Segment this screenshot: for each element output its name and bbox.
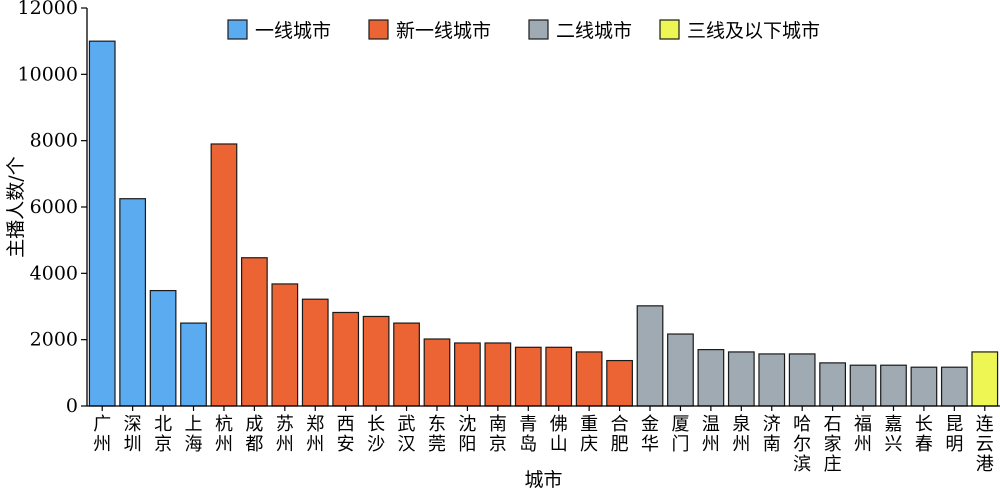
x-tick-label: 石家庄 xyxy=(824,414,842,475)
bar-石家庄 xyxy=(819,362,846,407)
y-tick-label: 8000 xyxy=(30,130,78,152)
x-tick-label: 西安 xyxy=(337,414,355,455)
x-tick-label: 泉州 xyxy=(732,414,750,455)
bar-连云港 xyxy=(971,351,999,407)
x-tick-label: 连云港 xyxy=(976,414,994,475)
bar-沈阳 xyxy=(454,342,481,407)
bar-温州 xyxy=(697,349,725,407)
x-tick-label: 青岛 xyxy=(519,414,537,455)
x-tick-label: 福州 xyxy=(854,414,872,455)
x-tick-label: 长春 xyxy=(915,414,933,455)
bar-成都 xyxy=(241,257,268,407)
legend-label: 新一线城市 xyxy=(396,20,491,42)
bars xyxy=(88,40,999,407)
legend-swatch xyxy=(528,19,549,40)
x-tick-label: 哈尔滨 xyxy=(793,414,811,475)
x-tick-label: 长沙 xyxy=(367,414,385,455)
bar-上海 xyxy=(180,322,207,407)
legend-label: 一线城市 xyxy=(255,20,331,42)
y-tick-label: 4000 xyxy=(30,262,78,284)
bar-郑州 xyxy=(301,298,329,407)
bar-杭州 xyxy=(210,143,238,407)
x-tick-label: 重庆 xyxy=(580,414,598,455)
bar-重庆 xyxy=(575,351,603,407)
bar-合肥 xyxy=(606,359,633,407)
bar-青岛 xyxy=(514,346,542,407)
legend-swatch xyxy=(368,19,389,40)
x-tick-label: 金华 xyxy=(641,414,659,455)
bar-金华 xyxy=(636,305,664,407)
x-tick-label: 沈阳 xyxy=(458,414,476,455)
x-tick-label: 佛山 xyxy=(550,414,568,455)
y-tick-label: 6000 xyxy=(30,196,78,218)
bar-南京 xyxy=(484,342,512,407)
x-tick-label: 武汉 xyxy=(398,414,416,455)
bar-福州 xyxy=(849,364,877,407)
bar-西安 xyxy=(332,311,360,407)
legend-swatch xyxy=(227,19,248,40)
x-tick-label: 嘉兴 xyxy=(884,414,902,455)
y-tick-label: 12000 xyxy=(18,0,78,19)
bar-长沙 xyxy=(362,315,390,407)
x-tick-label: 苏州 xyxy=(276,414,294,455)
x-tick-label: 北京 xyxy=(154,414,172,455)
x-tick-label: 成都 xyxy=(245,414,263,455)
bar-泉州 xyxy=(727,351,755,407)
x-tick-label: 济南 xyxy=(763,414,781,455)
legend-swatch xyxy=(659,19,680,40)
x-tick-label: 深圳 xyxy=(124,414,142,455)
y-tick-label: 2000 xyxy=(30,329,78,351)
y-axis-title: 主播人数/个 xyxy=(5,156,27,257)
x-tick-label: 上海 xyxy=(185,414,203,455)
x-tick-label: 杭州 xyxy=(215,414,233,455)
bar-深圳 xyxy=(119,198,147,407)
x-tick-label: 广州 xyxy=(93,414,111,455)
legend: 一线城市 新一线城市 二线城市 三线及以下城市 xyxy=(227,19,820,42)
bar-佛山 xyxy=(545,346,573,407)
x-tick-label: 温州 xyxy=(702,414,720,455)
y-tick-label: 0 xyxy=(66,395,78,417)
bar-嘉兴 xyxy=(880,364,907,407)
x-tick-label: 郑州 xyxy=(306,414,324,455)
bar-厦门 xyxy=(667,333,694,407)
x-tick-label: 合肥 xyxy=(611,414,629,455)
bar-北京 xyxy=(149,289,177,407)
legend-label: 二线城市 xyxy=(556,20,632,42)
y-tick-label: 10000 xyxy=(18,63,78,85)
x-tick-label: 南京 xyxy=(489,414,507,455)
bar-武汉 xyxy=(393,322,420,407)
legend-label: 三线及以下城市 xyxy=(687,20,820,42)
bar-昆明 xyxy=(940,366,968,407)
bar-东莞 xyxy=(423,338,451,407)
x-tick-label: 厦门 xyxy=(671,414,689,455)
bar-广州 xyxy=(88,40,116,407)
x-tick-label: 东莞 xyxy=(428,414,446,455)
x-axis: 广州深圳北京上海杭州成都苏州郑州西安长沙武汉东莞沈阳南京青岛佛山重庆合肥金华厦门… xyxy=(87,405,1000,475)
bar-哈尔滨 xyxy=(788,353,816,407)
x-tick-label: 昆明 xyxy=(945,414,963,455)
bar-长春 xyxy=(910,366,938,407)
bar-济南 xyxy=(758,353,786,407)
y-axis: 0 2000 4000 6000 8000 10000 12000 xyxy=(18,0,88,417)
bar-苏州 xyxy=(271,283,299,407)
x-axis-title: 城市 xyxy=(524,469,562,489)
